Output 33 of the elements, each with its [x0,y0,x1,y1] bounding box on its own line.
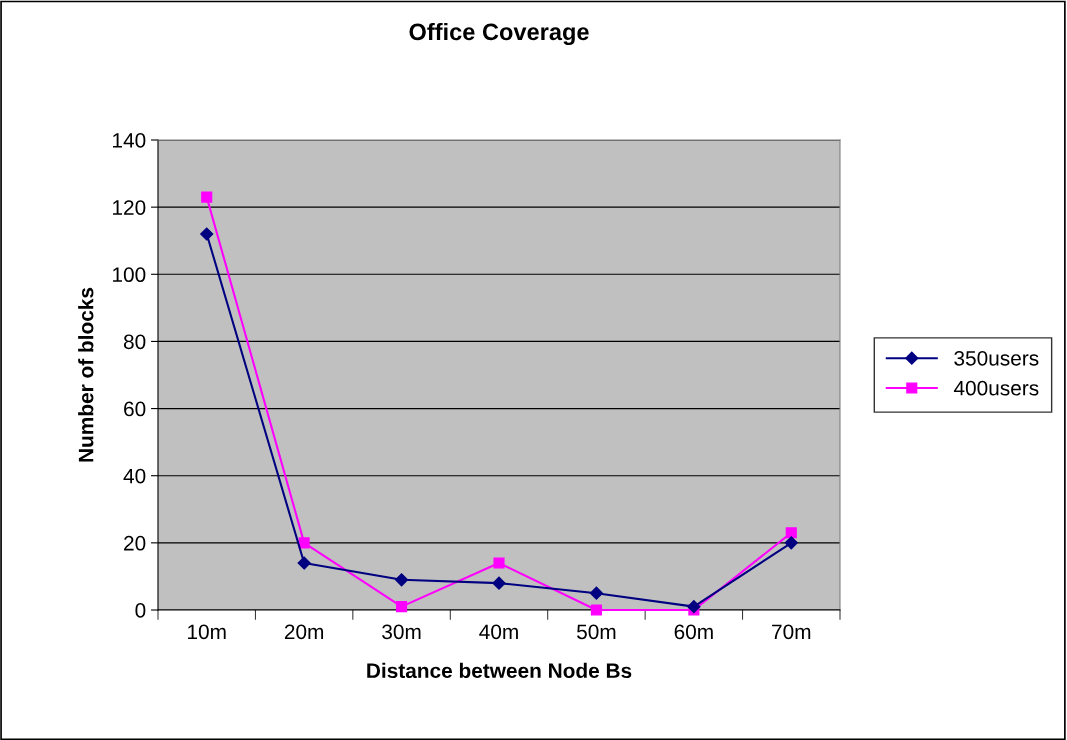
point [394,573,409,587]
point [201,191,213,203]
y-tick-label: 100 [113,267,146,283]
point [687,600,701,614]
point [784,536,798,550]
x-tick-label: 20m [284,624,324,640]
x-tick-label: 70m [772,624,811,640]
point [493,557,505,569]
x-axis-title: Distance between Node Bs [367,662,632,679]
y-tick-label: 0 [135,603,146,618]
y-tick-label: 120 [113,200,146,215]
point [396,601,408,613]
y-tick-label: 20 [124,535,146,551]
y-tick-label: 140 [113,133,146,148]
point [589,586,604,600]
chart-title: Office Coverage [409,22,589,45]
x-tick-label: 10m [188,624,226,640]
y-tick-label: 60 [124,401,146,417]
y-tick-label: 40 [123,468,146,484]
y-tick-label: 80 [123,334,146,350]
point [590,604,602,616]
x-tick-label: 60m [674,624,713,640]
point [492,576,506,590]
y-axis-title: Number of blocks [78,287,94,462]
legend-label: 400users [953,380,1039,396]
point [785,527,797,539]
x-tick-label: 30m [382,624,421,640]
point [200,227,214,241]
point [297,556,311,570]
point [298,537,310,549]
x-tick-label: 40m [479,624,518,640]
x-tick-label: 50m [577,624,616,640]
legend-label: 350users [954,350,1039,366]
